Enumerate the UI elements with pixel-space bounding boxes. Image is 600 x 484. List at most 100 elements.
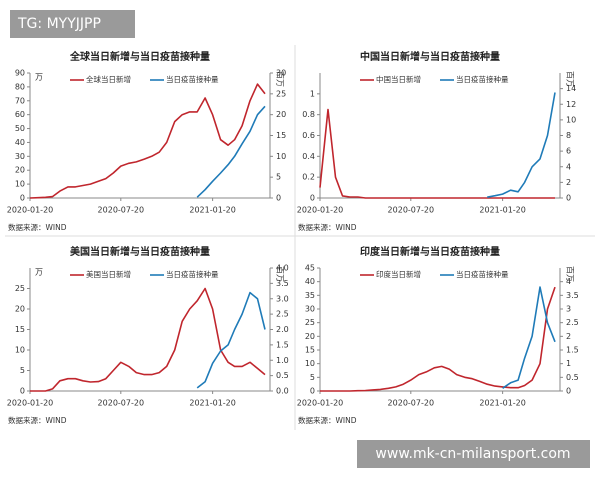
- y2-tick-label: 3.0: [276, 294, 289, 303]
- y-tick-label: 90: [15, 69, 25, 78]
- legend-label: 当日疫苗接种量: [456, 269, 509, 279]
- y-tick-label: 5: [20, 366, 25, 375]
- y2-tick-label: 10: [566, 115, 576, 124]
- y2-tick-label: 1.5: [276, 340, 289, 349]
- y2-tick-label: 20: [276, 110, 286, 119]
- source-note: 数据来源：WIND: [298, 222, 357, 232]
- y2-tick-label: 0.0: [276, 387, 289, 396]
- legend-label: 当日疫苗接种量: [166, 269, 219, 279]
- y-tick-label: 0: [20, 194, 25, 203]
- y2-tick-label: 30: [276, 69, 286, 78]
- y-tick-label: 80: [15, 82, 25, 91]
- x-tick-label: 2020-01-20: [7, 399, 54, 408]
- y2-tick-label: 25: [276, 89, 286, 98]
- x-tick-label: 2020-01-20: [7, 206, 54, 215]
- y2-tick-label: 1.0: [276, 356, 289, 365]
- y2-tick-label: 4: [566, 162, 571, 171]
- source-note: 数据来源：WIND: [8, 222, 67, 232]
- chart-title: 美国当日新增与当日疫苗接种量: [70, 245, 210, 258]
- x-tick-label: 2020-01-20: [297, 206, 344, 215]
- source-note: 数据来源：WIND: [298, 415, 357, 425]
- y2-tick-label: 0.5: [276, 371, 289, 380]
- watermark: TG: MYYJJPP: [17, 16, 101, 32]
- y-tick-label: 30: [15, 152, 25, 161]
- y-tick-label: 10: [15, 346, 25, 355]
- y2-tick-label: 5: [276, 173, 281, 182]
- y2-tick-label: 0: [566, 194, 571, 203]
- legend-label: 印度当日新增: [376, 269, 421, 279]
- y2-tick-label: 8: [566, 131, 571, 140]
- x-tick-label: 2020-07-20: [98, 399, 145, 408]
- y2-tick-label: 15: [276, 131, 286, 140]
- y-tick-label: 20: [15, 166, 25, 175]
- y-tick-label: 10: [305, 359, 315, 368]
- y2-tick-label: 4.0: [276, 264, 289, 273]
- x-tick-label: 2020-07-20: [388, 206, 435, 215]
- x-tick-label: 2020-07-20: [98, 206, 145, 215]
- y-tick-label: 20: [15, 305, 25, 314]
- y-tick-label: 70: [15, 96, 25, 105]
- y-tick-label: 50: [15, 124, 25, 133]
- y-tick-label: 0.8: [302, 110, 315, 119]
- y-unit: 万: [35, 268, 43, 277]
- y2-tick-label: 3.5: [276, 279, 289, 288]
- y-tick-label: 25: [305, 318, 315, 327]
- y-tick-label: 15: [15, 325, 25, 334]
- watermark-box: [10, 10, 135, 38]
- x-tick-label: 2020-07-20: [388, 399, 435, 408]
- legend-label: 中国当日新增: [376, 74, 421, 84]
- y2-tick-label: 2.5: [276, 310, 289, 319]
- y2-tick-label: 10: [276, 152, 286, 161]
- y2-unit: 百万: [276, 71, 285, 87]
- y2-tick-label: 2.5: [566, 318, 579, 327]
- y2-unit: 百万: [566, 266, 575, 282]
- y2-tick-label: 6: [566, 147, 571, 156]
- chart-title: 中国当日新增与当日疫苗接种量: [360, 50, 500, 63]
- y-tick-label: 0.6: [302, 131, 315, 140]
- watermark-box: [357, 440, 590, 468]
- y-tick-label: 25: [15, 284, 25, 293]
- y2-tick-label: 2: [566, 178, 571, 187]
- y-tick-label: 45: [305, 264, 315, 273]
- series-line: [29, 83, 266, 199]
- y-unit: 万: [35, 73, 43, 82]
- y-tick-label: 40: [305, 277, 315, 286]
- y-tick-label: 5: [310, 373, 315, 382]
- series-line: [319, 108, 555, 199]
- y2-unit: 百万: [566, 71, 575, 87]
- y-tick-label: 0: [310, 387, 315, 396]
- x-tick-label: 2021-01-20: [479, 399, 526, 408]
- series-line: [30, 287, 266, 392]
- y2-tick-label: 1: [566, 359, 571, 368]
- x-tick-label: 2020-01-20: [297, 399, 344, 408]
- y2-tick-label: 0: [566, 387, 571, 396]
- watermark: www.mk-cn-milansport.com: [375, 446, 570, 462]
- y-tick-label: 0.2: [302, 173, 315, 182]
- y2-tick-label: 4: [566, 277, 571, 286]
- y-tick-label: 0.4: [302, 152, 315, 161]
- y2-tick-label: 12: [566, 100, 576, 109]
- y-tick-label: 1: [310, 89, 315, 98]
- y2-tick-label: 0: [276, 194, 281, 203]
- y-tick-label: 15: [305, 346, 315, 355]
- legend-label: 当日疫苗接种量: [166, 74, 219, 84]
- y-tick-label: 20: [305, 332, 315, 341]
- series-line: [320, 286, 556, 392]
- y2-tick-label: 3.5: [566, 291, 579, 300]
- y-tick-label: 35: [305, 291, 315, 300]
- y-tick-label: 10: [15, 180, 25, 189]
- x-tick-label: 2021-01-20: [479, 206, 526, 215]
- y-tick-label: 0: [20, 387, 25, 396]
- series-line: [487, 92, 556, 198]
- y2-tick-label: 2: [566, 332, 571, 341]
- legend-label: 全球当日新增: [86, 74, 131, 84]
- chart-title: 全球当日新增与当日疫苗接种量: [69, 50, 210, 63]
- series-line: [196, 291, 266, 389]
- source-note: 数据来源：WIND: [8, 415, 67, 425]
- y2-tick-label: 1.5: [566, 346, 579, 355]
- series-line: [196, 105, 266, 198]
- y-tick-label: 30: [305, 305, 315, 314]
- y2-tick-label: 2.0: [276, 325, 289, 334]
- x-tick-label: 2021-01-20: [189, 206, 236, 215]
